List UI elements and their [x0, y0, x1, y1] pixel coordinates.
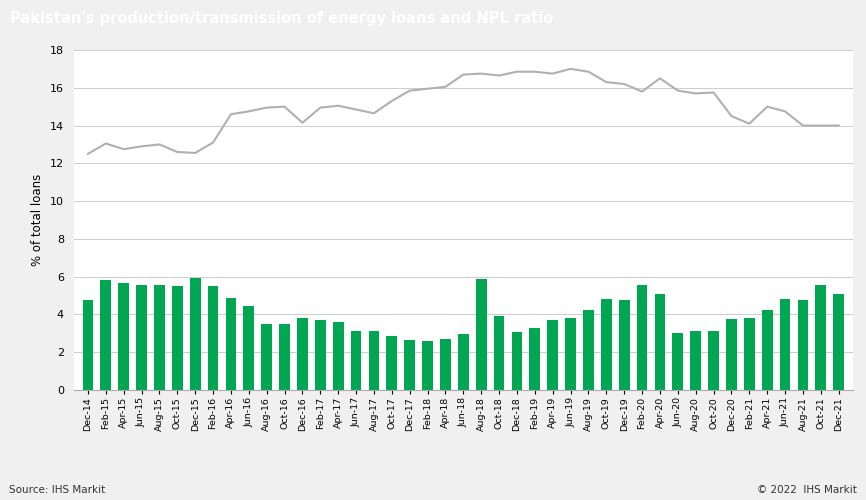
Text: Source: IHS Markit: Source: IHS Markit [9, 485, 105, 495]
Bar [279, 324, 290, 390]
Bar [565, 318, 576, 390]
Bar [655, 294, 665, 390]
Bar [297, 318, 307, 390]
Bar [816, 285, 826, 390]
Bar [547, 320, 558, 390]
Bar [673, 334, 683, 390]
Bar [512, 332, 522, 390]
Bar [529, 328, 540, 390]
Bar [619, 300, 630, 390]
Bar [583, 310, 594, 390]
Bar [172, 286, 183, 390]
Bar [82, 300, 94, 390]
Bar [440, 339, 451, 390]
Bar [404, 340, 415, 390]
Bar [100, 280, 111, 390]
Bar [798, 300, 808, 390]
Y-axis label: % of total loans: % of total loans [31, 174, 44, 266]
Bar [762, 310, 772, 390]
Bar [744, 318, 754, 390]
Bar [386, 336, 397, 390]
Bar [208, 286, 218, 390]
Bar [333, 322, 344, 390]
Bar [154, 285, 165, 390]
Text: Pakistan's production/transmission of energy loans and NPL ratio: Pakistan's production/transmission of en… [10, 11, 553, 26]
Bar [315, 320, 326, 390]
Bar [726, 319, 737, 390]
Bar [494, 316, 504, 390]
Bar [119, 284, 129, 390]
Bar [262, 324, 272, 390]
Bar [690, 330, 701, 390]
Bar [637, 285, 648, 390]
Bar [458, 334, 469, 390]
Bar [833, 294, 844, 390]
Text: © 2022  IHS Markit: © 2022 IHS Markit [758, 485, 857, 495]
Bar [190, 278, 201, 390]
Bar [351, 330, 361, 390]
Bar [243, 306, 254, 390]
Bar [601, 300, 611, 390]
Bar [369, 330, 379, 390]
Bar [225, 298, 236, 390]
Bar [708, 330, 719, 390]
Bar [423, 341, 433, 390]
Bar [136, 285, 147, 390]
Bar [779, 300, 791, 390]
Bar [475, 278, 487, 390]
